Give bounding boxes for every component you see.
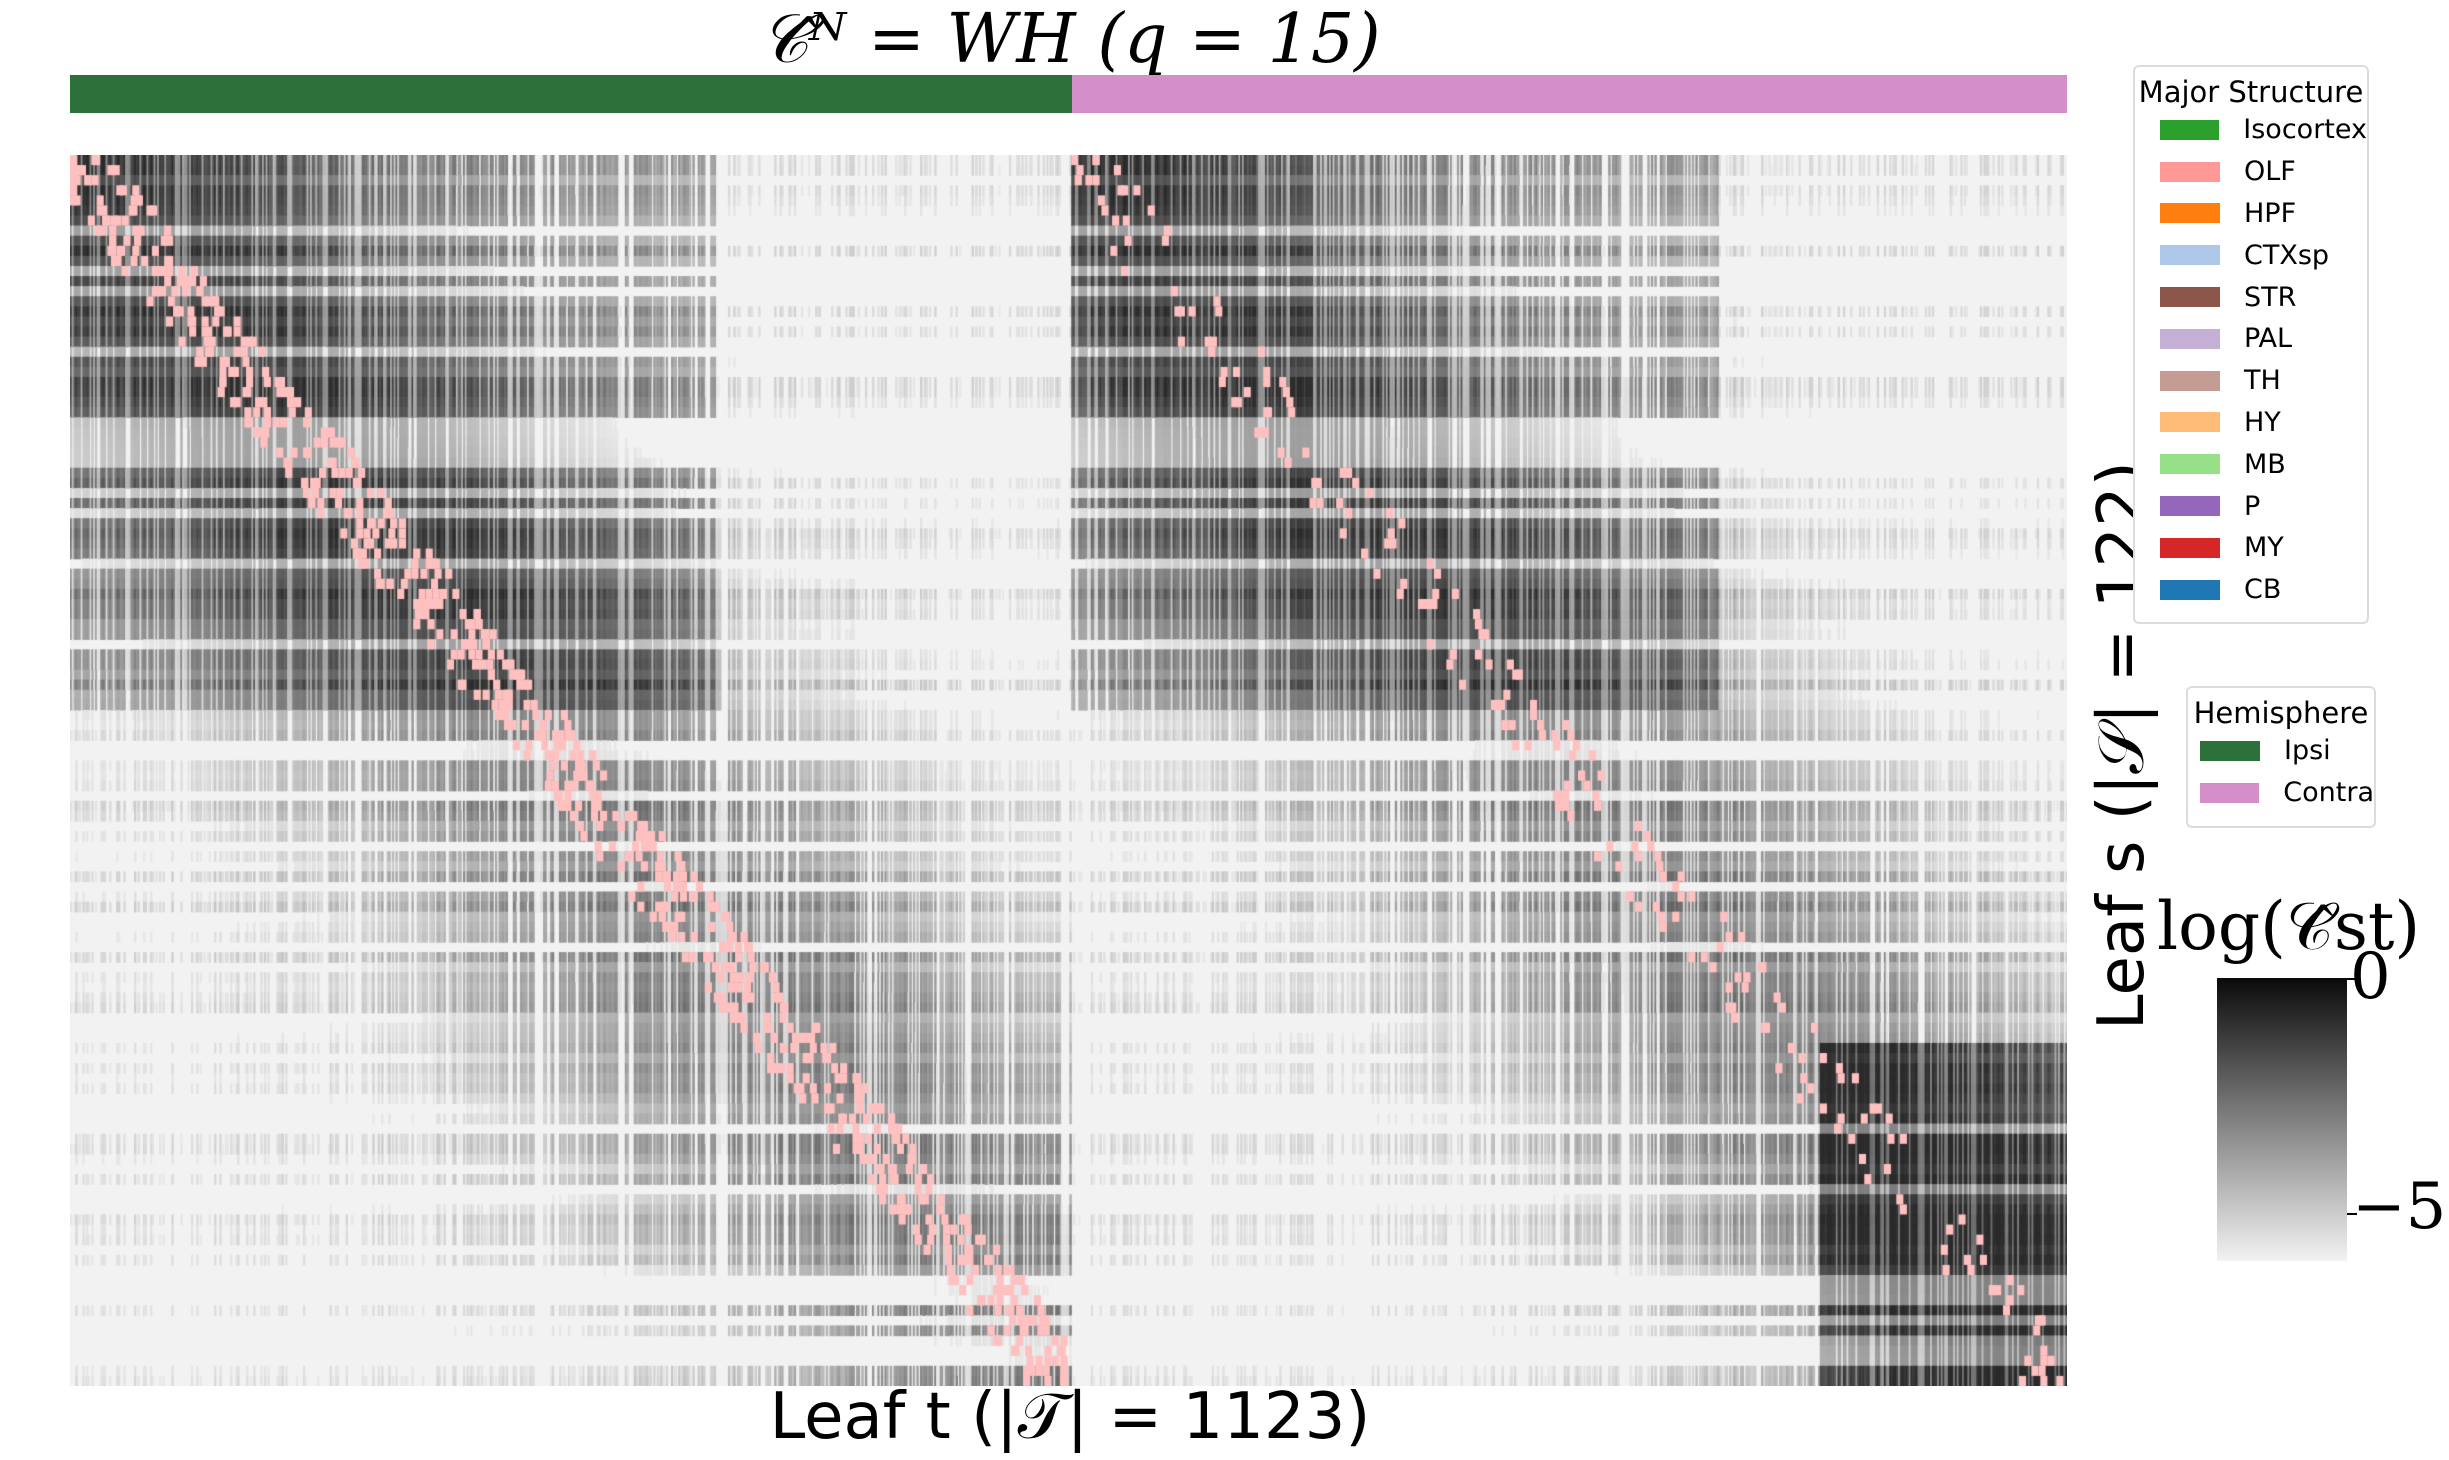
legend-swatch bbox=[2160, 412, 2220, 433]
legend-item: OLF bbox=[2135, 151, 2367, 193]
legend-title: Major Structure bbox=[2138, 75, 2364, 109]
legend-swatch bbox=[2200, 740, 2260, 761]
legend-label: Ipsi bbox=[2284, 735, 2331, 767]
legend-swatch bbox=[2200, 782, 2260, 803]
legend-label: Contra bbox=[2283, 777, 2374, 809]
hemisphere-segment-contra bbox=[1072, 75, 2067, 113]
hemisphere-segment-ipsi bbox=[70, 75, 1072, 113]
legend-swatch bbox=[2160, 161, 2220, 182]
legend-label: PAL bbox=[2244, 323, 2293, 355]
heatmap bbox=[70, 155, 2067, 1386]
legend-label: STR bbox=[2244, 281, 2297, 313]
legend-swatch bbox=[2160, 496, 2220, 517]
major-structure-legend: Major Structure Isocortex OLF HPF CTXsp STR P… bbox=[2133, 65, 2369, 624]
colorbar bbox=[2217, 978, 2347, 1261]
legend-label: CB bbox=[2244, 574, 2282, 606]
legend-item: CTXsp bbox=[2135, 234, 2367, 276]
legend-swatch bbox=[2160, 454, 2220, 475]
colorbar-tick-label: 0 bbox=[2350, 940, 2391, 1014]
legend-label: Isocortex bbox=[2243, 114, 2367, 146]
legend-swatch bbox=[2160, 328, 2220, 349]
legend-swatch bbox=[2160, 245, 2220, 266]
legend-item: Contra bbox=[2188, 772, 2374, 814]
legend-swatch bbox=[2160, 119, 2220, 140]
legend-label: HY bbox=[2244, 406, 2281, 438]
legend-item: MB bbox=[2135, 443, 2367, 485]
legend-label: MY bbox=[2244, 532, 2284, 564]
legend-swatch bbox=[2160, 203, 2220, 224]
colorbar-label: log(𝒞̂st) bbox=[2157, 888, 2421, 965]
legend-item: Isocortex bbox=[2135, 109, 2367, 151]
legend-item: P bbox=[2135, 485, 2367, 527]
chart-title: 𝒞̂ᴺ = WH (q = 15) bbox=[759, 0, 1381, 79]
colorbar-tick-mark bbox=[2347, 978, 2357, 980]
x-axis-label: Leaf t (|𝒯| = 1123) bbox=[769, 1380, 1371, 1454]
legend-item: MY bbox=[2135, 527, 2367, 569]
colorbar-tick-label: −5 bbox=[2352, 1170, 2447, 1244]
legend-swatch bbox=[2160, 579, 2220, 600]
legend-item: PAL bbox=[2135, 318, 2367, 360]
legend-swatch bbox=[2160, 537, 2220, 558]
legend-label: MB bbox=[2244, 448, 2286, 480]
hemisphere-legend: Hemisphere Ipsi Contra bbox=[2186, 686, 2376, 828]
legend-item: CB bbox=[2135, 569, 2367, 611]
legend-label: OLF bbox=[2244, 156, 2296, 188]
colorbar-tick-mark bbox=[2347, 1213, 2357, 1215]
legend-label: HPF bbox=[2244, 197, 2297, 229]
legend-swatch bbox=[2160, 287, 2220, 308]
legend-label: CTXsp bbox=[2244, 239, 2330, 271]
legend-item: Ipsi bbox=[2188, 730, 2374, 772]
legend-label: P bbox=[2244, 490, 2261, 522]
legend-item: HY bbox=[2135, 402, 2367, 444]
legend-swatch bbox=[2160, 370, 2220, 391]
legend-item: TH bbox=[2135, 360, 2367, 402]
legend-label: TH bbox=[2244, 365, 2281, 397]
legend-item: STR bbox=[2135, 276, 2367, 318]
legend-item: HPF bbox=[2135, 193, 2367, 235]
legend-title: Hemisphere bbox=[2193, 696, 2369, 730]
